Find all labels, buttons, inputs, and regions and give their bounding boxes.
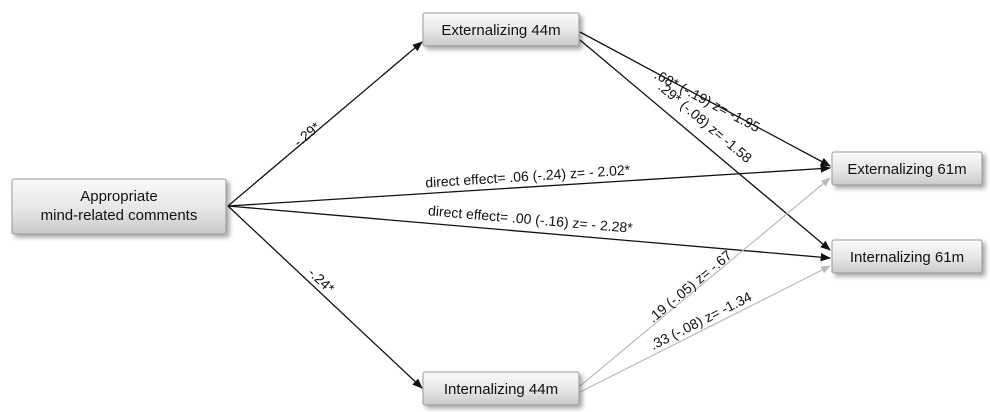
node-internalizing-44m: Internalizing 44m: [422, 371, 580, 406]
node-ext44-label: Externalizing 44m: [441, 22, 560, 39]
arrow-ext44-to-ext61: [579, 31, 831, 167]
arrow-comments-to-int44: [227, 205, 423, 389]
arrow-ext44-to-int61: [579, 39, 831, 251]
label-comments-to-int44: -.24*: [305, 264, 338, 296]
node-int61-label: Internalizing 61m: [850, 249, 964, 266]
label-comments-to-ext44: -.29*: [290, 118, 323, 150]
node-ext61-label: Externalizing 61m: [847, 161, 966, 178]
arrow-comments-to-int61: [227, 205, 832, 262]
node-comments-line-1: Appropriate: [80, 188, 158, 205]
node-externalizing-61m: Externalizing 61m: [831, 151, 983, 186]
arrow-comments-to-ext61: [227, 164, 832, 207]
node-comments-line-2: mind-related comments: [41, 207, 198, 224]
label-direct-int61: direct effect= .00 (-.16) z= - 2.28*: [428, 202, 634, 236]
arrow-int44-to-int61: [579, 265, 831, 393]
arrow-comments-to-ext44: [227, 41, 423, 207]
arrow-int44-to-ext61: [579, 177, 831, 387]
node-appropriate-mind-related-comments: Appropriate mind-related comments: [11, 178, 227, 235]
label-direct-ext61: direct effect= .06 (-.24) z= - 2.02*: [425, 162, 631, 191]
node-internalizing-61m: Internalizing 61m: [831, 239, 983, 274]
node-externalizing-44m: Externalizing 44m: [422, 12, 580, 47]
node-int44-label: Internalizing 44m: [444, 381, 558, 398]
